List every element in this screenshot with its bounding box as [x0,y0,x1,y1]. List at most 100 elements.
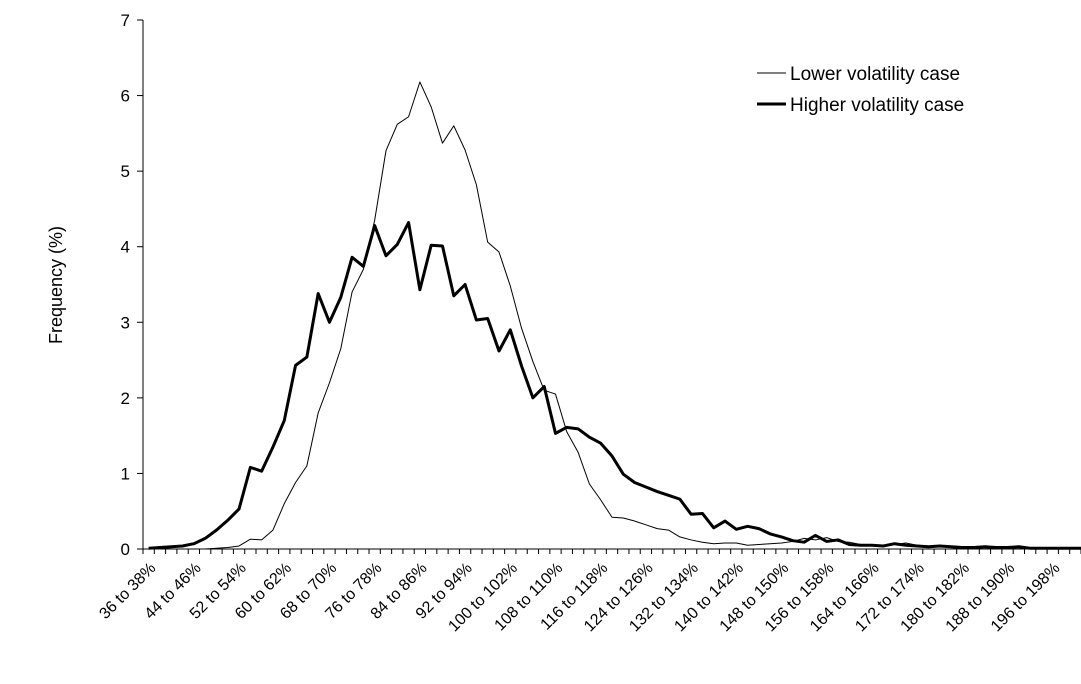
data-point [340,297,341,298]
data-point [397,244,398,245]
data-point [498,252,499,253]
data-point [747,545,748,546]
data-point [894,543,895,544]
data-point [849,542,850,543]
data-point [589,437,590,438]
x-axis: 36 to 38%44 to 46%52 to 54%60 to 62%68 t… [96,548,1081,635]
data-point [239,508,240,509]
data-point [306,465,307,466]
data-point [905,542,906,543]
data-point [679,499,680,500]
data-point [905,545,906,546]
data-point [679,536,680,537]
data-point [318,412,319,413]
legend-label-higher-volatility: Higher volatility case [790,95,964,116]
data-point [758,544,759,545]
y-tick-label: 5 [121,162,130,181]
data-point [352,257,353,258]
data-point [736,529,737,530]
data-point [1030,548,1031,549]
data-point [385,150,386,151]
legend: Lower volatility case Higher volatility … [757,64,964,116]
data-point [159,547,160,548]
data-point [702,513,703,514]
data-point [261,471,262,472]
x-ticks [142,549,1081,554]
data-point [431,106,432,107]
data-point [363,269,364,270]
data-point [770,533,771,534]
data-point [295,365,296,366]
y-tick-label: 0 [121,540,130,559]
data-point [329,322,330,323]
data-point [329,382,330,383]
data-point [442,143,443,144]
data-point [544,386,545,387]
data-point [634,482,635,483]
data-point [465,284,466,285]
legend-item-higher-volatility: Higher volatility case [757,95,964,116]
data-point [171,546,172,547]
data-point [1041,548,1042,549]
data-point [284,503,285,504]
data-point [408,116,409,117]
y-tick-label: 4 [121,238,130,257]
data-point [612,456,613,457]
data-point [634,521,635,522]
data-point [623,474,624,475]
data-point [792,540,793,541]
data-point [205,549,206,550]
data-point [453,125,454,126]
data-point [928,546,929,547]
data-point [397,124,398,125]
data-point [227,520,228,521]
data-point [1007,547,1008,548]
data-point [182,545,183,546]
data-point [363,266,364,267]
data-point [419,81,420,82]
data-point [951,546,952,547]
data-point [917,545,918,546]
series-line [148,81,1081,550]
data-point [284,420,285,421]
data-point [272,446,273,447]
data-point [668,495,669,496]
data-point [498,351,499,352]
data-point [883,545,884,546]
data-point [702,542,703,543]
y-ticks: 0 1 2 3 4 5 6 7 [121,11,143,559]
data-point [261,539,262,540]
data-point [725,542,726,543]
y-axis-title: Frequency (%) [46,226,66,344]
data-point [736,542,737,543]
data-point [691,514,692,515]
data-point [815,539,816,540]
data-point [1018,546,1019,547]
data-point [804,538,805,539]
data-point [600,499,601,500]
data-point [871,545,872,546]
series-higher-volatility [148,221,1081,550]
data-point [781,542,782,543]
data-point [205,538,206,539]
legend-label-lower-volatility: Lower volatility case [790,64,960,85]
data-point [340,348,341,349]
data-point [849,544,850,545]
data-point [250,539,251,540]
data-point [578,452,579,453]
data-point [182,549,183,550]
data-point [408,222,409,223]
data-point [657,528,658,529]
y-tick-label: 2 [121,389,130,408]
data-point [578,428,579,429]
data-point [747,526,748,527]
data-point [973,547,974,548]
data-point [239,545,240,546]
data-point [272,530,273,531]
data-point [623,518,624,519]
data-point [566,427,567,428]
data-point [510,329,511,330]
data-point [453,295,454,296]
data-point [826,541,827,542]
